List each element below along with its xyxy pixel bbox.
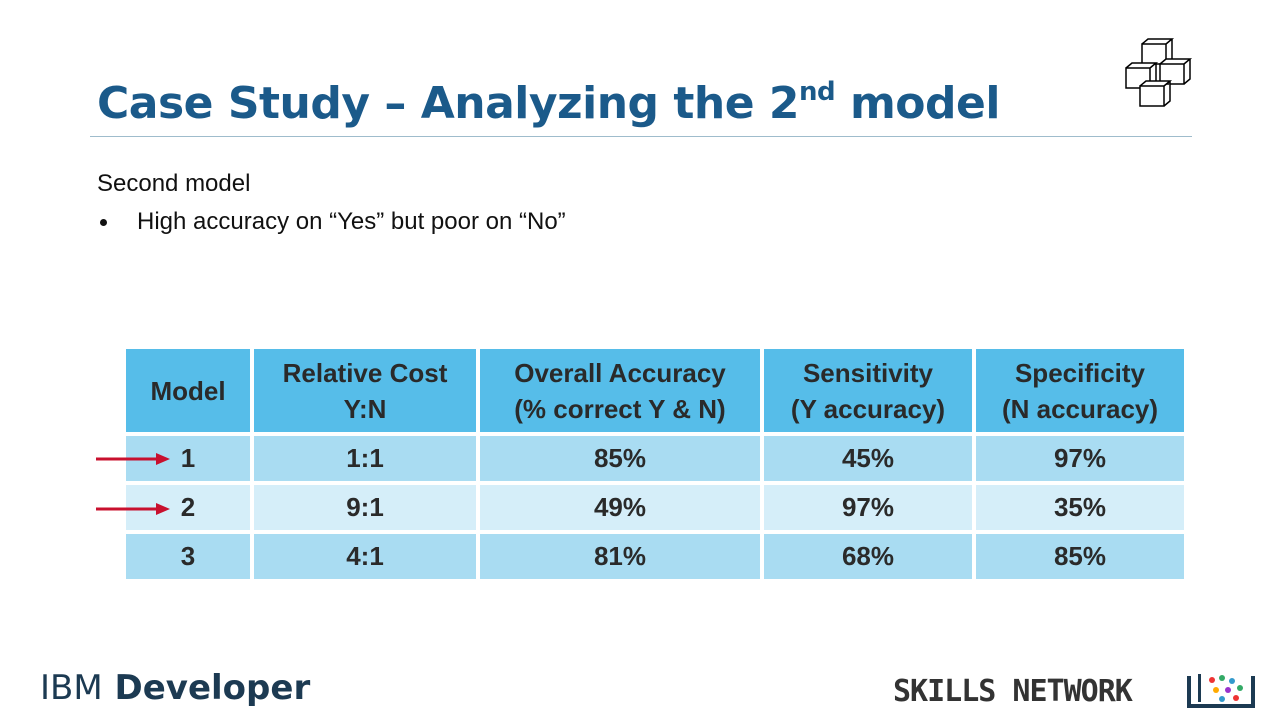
title-sup: nd <box>799 77 836 107</box>
header-line: (% correct Y & N) <box>514 393 726 424</box>
table-cell: 68% <box>764 534 972 579</box>
header-cell: Sensitivity (Y accuracy) <box>764 349 972 432</box>
header-line: Model <box>150 375 226 406</box>
table-cell: 4:1 <box>254 534 476 579</box>
brand: IBM Developer <box>40 668 310 708</box>
bullet-text: High accuracy on “Yes” but poor on “No” <box>137 208 566 235</box>
cube-icon <box>1125 38 1193 107</box>
header-line: Relative Cost <box>282 357 448 388</box>
table-cell: 1:1 <box>254 436 476 481</box>
table-cell: 49% <box>480 485 760 530</box>
title-end: model <box>835 78 1001 129</box>
table-cell: 3 <box>126 534 250 579</box>
header-line: Sensitivity <box>802 357 934 388</box>
table: Model Relative Cost Y:N Overall Accuracy (% … <box>126 349 1184 579</box>
title-text: Case Study – Analyzing the 2 <box>97 78 800 129</box>
table-cell: 85% <box>480 436 760 481</box>
heading: Second model <box>97 170 251 197</box>
table-cell: 45% <box>764 436 972 481</box>
table-cell: 35% <box>976 485 1184 530</box>
table-cell: 97% <box>976 436 1184 481</box>
header-cell: Relative Cost Y:N <box>254 349 476 432</box>
brand-developer: Developer <box>102 668 311 708</box>
skills-network: SKILLS NETWORK <box>893 674 1133 709</box>
table-cell: 9:1 <box>254 485 476 530</box>
network-icon <box>1187 674 1255 708</box>
bullet-list: High accuracy on “Yes” but poor on “No” <box>97 208 566 236</box>
header-cell: Model <box>126 349 250 432</box>
title-rule <box>90 136 1192 137</box>
header-line: Specificity <box>1014 357 1146 388</box>
bullet-dot <box>100 218 107 226</box>
title: Case Study – Analyzing the 2nd model <box>97 78 1000 129</box>
arrows <box>96 453 170 515</box>
table-cell: 85% <box>976 534 1184 579</box>
header-line: (N accuracy) <box>1001 393 1159 424</box>
header-line: Overall Accuracy <box>514 357 726 388</box>
header-line: (Y accuracy) <box>790 393 946 424</box>
table-cell: 81% <box>480 534 760 579</box>
bullet-item: High accuracy on “Yes” but poor on “No” <box>97 208 566 236</box>
table-cell: 97% <box>764 485 972 530</box>
header-cell: Specificity (N accuracy) <box>976 349 1184 432</box>
header-line: Y:N <box>343 393 387 424</box>
header-cell: Overall Accuracy (% correct Y & N) <box>480 349 760 432</box>
brand-ibm: IBM <box>40 668 103 708</box>
